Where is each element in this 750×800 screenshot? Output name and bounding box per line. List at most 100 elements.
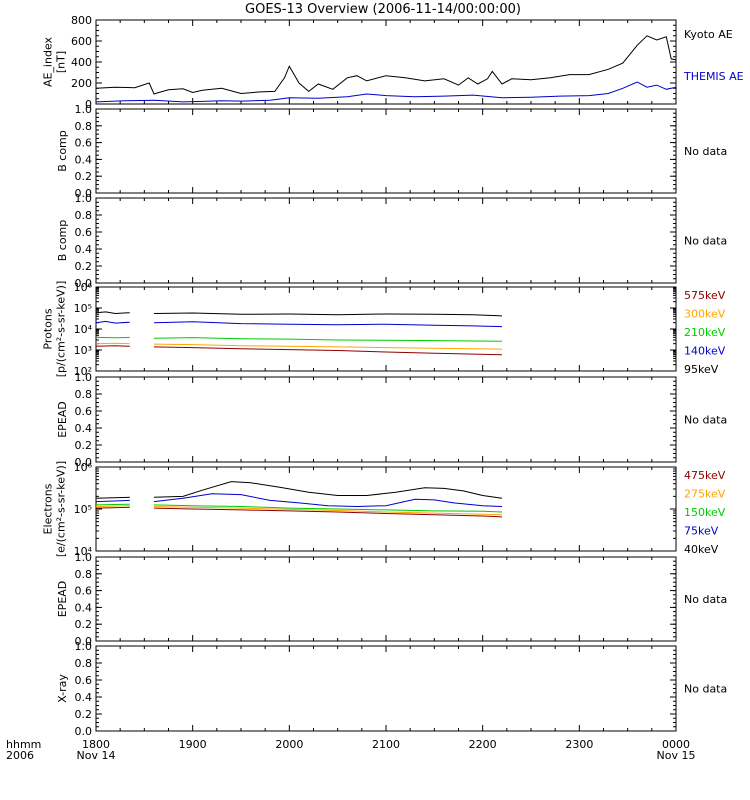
series-line-kyoto-ae bbox=[95, 35, 677, 95]
y-tick-label: 0.4 bbox=[75, 243, 93, 256]
panel-frame bbox=[95, 197, 677, 284]
legend-entry: 210keV bbox=[684, 326, 726, 339]
y-tick-label: 0.8 bbox=[75, 657, 93, 670]
y-axis-label: EPEAD bbox=[56, 581, 69, 618]
no-data-label: No data bbox=[684, 593, 727, 606]
y-tick-label: 10⁴ bbox=[74, 323, 93, 336]
series-line-150kev bbox=[95, 503, 503, 513]
series-line-210kev bbox=[95, 336, 503, 342]
series-line-themis-ae bbox=[95, 81, 677, 103]
series-group-ae bbox=[95, 35, 677, 103]
y-tick-label: 0.6 bbox=[75, 674, 93, 687]
y-tick-label: 0.8 bbox=[75, 120, 93, 133]
panel-stack: 0 200 400 600 800 AE_index [nT] Kyoto AE THEMIS … bbox=[42, 14, 744, 738]
panel-electrons: 10⁴ 10⁵ 10⁶ Electrons [e/(cm²-s-sr-keV)] 475k… bbox=[42, 461, 726, 558]
y-tick-label: 0 bbox=[85, 98, 92, 111]
y-tick-label: 0.8 bbox=[75, 209, 93, 222]
panel-bcomp2: 0.0 0.2 0.4 0.6 0.8 1.0 B comp No data bbox=[56, 192, 727, 290]
y-tick-label: 10⁴ bbox=[74, 545, 93, 558]
y-tick-label: 0.2 bbox=[75, 618, 93, 631]
time-tick-label: 2000 bbox=[275, 738, 303, 751]
series-line-475kev bbox=[95, 506, 503, 518]
series-line-275kev bbox=[95, 505, 503, 516]
panel-frame bbox=[95, 645, 677, 732]
time-tick-date: Nov 15 bbox=[657, 749, 696, 762]
time-tick-label: 2200 bbox=[469, 738, 497, 751]
y-tick-label: 10⁵ bbox=[74, 302, 92, 315]
legend-entry: 75keV bbox=[684, 525, 719, 538]
y-axis-label: [e/(cm²-s-sr-keV)] bbox=[55, 461, 68, 557]
no-data-label: No data bbox=[684, 414, 727, 427]
no-data-label: No data bbox=[684, 683, 727, 696]
y-tick-label: 1.0 bbox=[75, 371, 93, 384]
panel-epead1: 0.0 0.2 0.4 0.6 0.8 1.0 EPEAD No data bbox=[56, 371, 727, 469]
series-line-75kev bbox=[95, 493, 503, 508]
time-axis-row1-label: hhmm bbox=[6, 738, 41, 751]
y-tick-label: 0.6 bbox=[75, 585, 93, 598]
y-tick-label: 0.6 bbox=[75, 405, 93, 418]
legend-entry: 475keV bbox=[684, 469, 726, 482]
y-tick-label: 200 bbox=[71, 77, 92, 90]
legend-entry: 150keV bbox=[684, 506, 726, 519]
series-group-electrons bbox=[95, 481, 503, 518]
y-tick-label: 0.0 bbox=[75, 635, 93, 648]
y-tick-label: 0.2 bbox=[75, 439, 93, 452]
y-tick-label: 10⁶ bbox=[74, 461, 93, 474]
y-tick-label: 0.4 bbox=[75, 422, 93, 435]
time-tick-label: 2100 bbox=[372, 738, 400, 751]
y-tick-label: 1.0 bbox=[75, 103, 93, 116]
y-tick-label: 0.0 bbox=[75, 277, 93, 290]
y-axis-label: B comp bbox=[56, 220, 69, 262]
y-tick-label: 800 bbox=[71, 14, 92, 27]
legend-entry: 275keV bbox=[684, 488, 726, 501]
panel-xray: 0.0 0.2 0.4 0.6 0.8 1.0 X-ray No data bbox=[56, 640, 727, 738]
series-line-300kev bbox=[95, 342, 503, 350]
y-tick-label: 600 bbox=[71, 35, 92, 48]
y-axis-label: B comp bbox=[56, 130, 69, 172]
figure-title: GOES-13 Overview (2006-11-14/00:00:00) bbox=[245, 2, 521, 17]
y-tick-label: 400 bbox=[71, 56, 92, 69]
series-group-protons bbox=[95, 311, 503, 356]
panel-ae: 0 200 400 600 800 AE_index [nT] Kyoto AE THEMIS … bbox=[42, 14, 744, 111]
no-data-label: No data bbox=[684, 235, 727, 248]
y-tick-label: 0.2 bbox=[75, 708, 93, 721]
y-tick-label: 1.0 bbox=[75, 192, 93, 205]
legend-entry: THEMIS AE bbox=[683, 70, 744, 83]
y-tick-label: 0.6 bbox=[75, 137, 93, 150]
y-axis-label: EPEAD bbox=[56, 401, 69, 438]
y-tick-label: 0.0 bbox=[75, 187, 93, 200]
y-tick-label: 0.4 bbox=[75, 691, 93, 704]
y-tick-label: 1.0 bbox=[75, 640, 93, 653]
panel-protons: 10² 10³ 10⁴ 10⁵ 10⁶ Protons [p/(cm²-s-sr-keV)]… bbox=[42, 281, 726, 378]
y-axis-label: [nT] bbox=[55, 51, 68, 73]
y-tick-label: 0.4 bbox=[75, 153, 93, 166]
time-axis-row2-label: 2006 bbox=[6, 749, 34, 762]
y-tick-label: 0.6 bbox=[75, 226, 93, 239]
y-tick-label: 10⁵ bbox=[74, 503, 92, 516]
legend-entry: 40keV bbox=[684, 543, 719, 556]
time-tick-label: 1800 bbox=[82, 738, 110, 751]
y-tick-label: 0.8 bbox=[75, 568, 93, 581]
panel-frame bbox=[95, 108, 677, 194]
legend-entry: 95keV bbox=[684, 363, 719, 376]
series-line-140kev bbox=[95, 320, 503, 328]
y-axis-label: AE_index bbox=[42, 36, 55, 87]
y-tick-label: 10³ bbox=[74, 344, 92, 357]
y-tick-label: 0.8 bbox=[75, 388, 93, 401]
y-tick-label: 10⁶ bbox=[74, 281, 93, 294]
y-axis-label: [p/(cm²-s-sr-keV)] bbox=[55, 281, 68, 378]
y-tick-label: 0.0 bbox=[75, 456, 93, 469]
time-tick-date: Nov 14 bbox=[77, 749, 116, 762]
y-tick-label: 1.0 bbox=[75, 551, 93, 564]
y-tick-label: 0.0 bbox=[75, 725, 93, 738]
series-line-575kev bbox=[95, 345, 503, 356]
y-tick-label: 0.2 bbox=[75, 170, 93, 183]
time-tick-label: 0000 bbox=[662, 738, 690, 751]
series-line-40kev bbox=[95, 481, 503, 499]
panel-frame bbox=[95, 286, 677, 372]
y-tick-label: 0.2 bbox=[75, 260, 93, 273]
time-tick-label: 1900 bbox=[179, 738, 207, 751]
panel-bcomp1: 0.0 0.2 0.4 0.6 0.8 1.0 B comp No data bbox=[56, 103, 727, 200]
